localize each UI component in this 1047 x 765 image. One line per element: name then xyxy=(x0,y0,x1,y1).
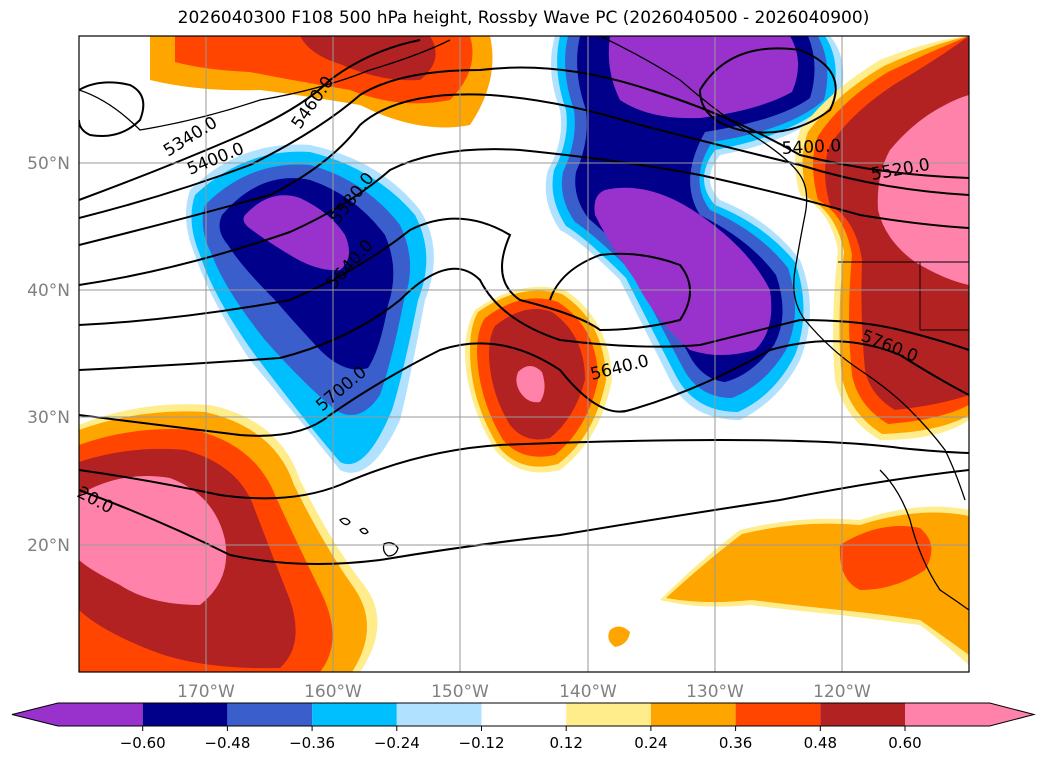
lon-label-140w: 140°W xyxy=(559,682,617,702)
colorbar-extend-high xyxy=(905,703,1034,726)
positive-anomaly-bering xyxy=(150,36,493,128)
colorbar-swatches xyxy=(11,702,1036,727)
positive-anomaly-western-us xyxy=(795,36,969,440)
lon-label-170w: 170°W xyxy=(177,682,235,702)
hawaiian-islands xyxy=(339,517,399,557)
lon-label-150w: 150°W xyxy=(431,682,489,702)
positive-anomaly-central-pacific xyxy=(465,286,612,473)
lon-label-120w: 120°W xyxy=(813,682,871,702)
colorbar-tick-label: 0.36 xyxy=(719,734,752,752)
contour-label: 5400.0 xyxy=(781,136,841,159)
lon-label-130w: 130°W xyxy=(686,682,744,702)
colorbar-swatch xyxy=(396,703,482,726)
baja-coastline xyxy=(879,469,969,611)
colorbar-swatch xyxy=(566,703,651,726)
lat-label-40n: 40°N xyxy=(27,281,70,301)
height-contour-closed-gulf xyxy=(698,47,837,134)
colorbar-swatch xyxy=(142,703,228,726)
height-contour-5580 xyxy=(79,217,691,332)
colorbar-outline xyxy=(11,702,1036,727)
colorbar-tick-label: 0.60 xyxy=(888,734,921,752)
colorbar-swatch xyxy=(481,703,567,726)
height-contour-closed-north xyxy=(79,81,145,137)
colorbar-tick-label: −0.12 xyxy=(459,734,505,752)
colorbar-swatch xyxy=(650,703,736,726)
colorbar-tick-label: −0.48 xyxy=(204,734,250,752)
height-contour-5460 xyxy=(79,93,969,246)
positive-anomaly-subtropical-west xyxy=(79,404,378,672)
negative-anomaly-north-pacific xyxy=(186,144,434,473)
state-borders xyxy=(838,261,969,331)
positive-anomaly-subtropical-east xyxy=(608,506,969,665)
lat-labels: 50°N 40°N 30°N 20°N xyxy=(27,154,70,556)
colorbar-tick-label: −0.36 xyxy=(289,734,335,752)
height-contour-5400 xyxy=(79,66,969,219)
colorbar-tick-label: −0.60 xyxy=(120,734,166,752)
colorbar-swatch xyxy=(312,703,397,726)
lon-label-160w: 160°W xyxy=(304,682,362,702)
height-contours xyxy=(79,39,969,565)
height-contour-5640 xyxy=(79,267,969,371)
lat-label-20n: 20°N xyxy=(27,536,70,556)
colorbar-tick-label: 0.48 xyxy=(804,734,837,752)
colorbar-ticks: −0.60 −0.48 −0.36 −0.24 −0.12 0.12 0.24 0.36 0.4… xyxy=(120,726,922,752)
lat-label-50n: 50°N xyxy=(27,154,70,174)
height-contour-5760 xyxy=(79,438,969,500)
colorbar-swatch xyxy=(227,703,313,726)
colorbar-extend-low xyxy=(12,703,143,726)
map-frame xyxy=(78,35,970,673)
height-contour-5340 xyxy=(79,39,421,201)
colorbar-swatch xyxy=(735,703,821,726)
height-contour-5700 xyxy=(79,340,969,437)
colorbar-swatch xyxy=(820,703,905,726)
gridlines xyxy=(79,36,969,672)
chart-title: 2026040300 F108 500 hPa height, Rossby W… xyxy=(177,8,870,28)
height-contour-5820 xyxy=(79,469,969,565)
height-contour-5520 xyxy=(79,148,969,286)
colorbar-tick-label: 0.24 xyxy=(634,734,667,752)
colorbar-tick-label: 0.12 xyxy=(549,734,582,752)
lon-labels: 170°W 160°W 150°W 140°W 130°W 120°W xyxy=(177,682,871,702)
alaska-coastline xyxy=(79,39,451,131)
lat-label-30n: 30°N xyxy=(27,408,70,428)
colorbar-tick-label: −0.24 xyxy=(374,734,420,752)
anomaly-shading xyxy=(79,36,969,672)
